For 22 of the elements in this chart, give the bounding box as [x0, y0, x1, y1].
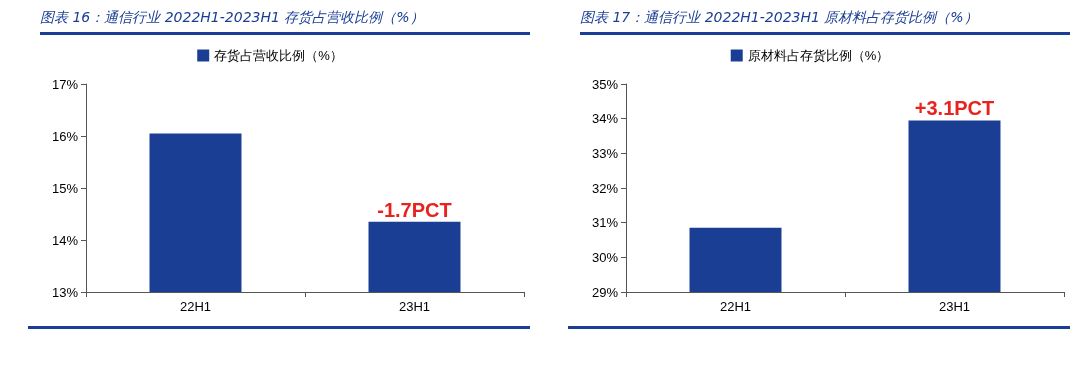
- annotation: +3.1PCT: [914, 97, 995, 120]
- y-tick-label: 29%: [591, 284, 619, 300]
- y-tick-label: 30%: [591, 249, 619, 265]
- legend-label: 原材料占存货比例（%）: [747, 48, 890, 63]
- y-tick-label: 17%: [51, 76, 79, 92]
- annotation: -1.7PCT: [377, 198, 452, 221]
- y-tick-label: 13%: [51, 284, 79, 300]
- y-tick-label: 15%: [51, 180, 79, 196]
- y-tick-label: 35%: [591, 76, 619, 92]
- x-tick-label: 22H1: [719, 299, 752, 314]
- y-tick-label: 34%: [591, 111, 619, 127]
- x-tick-label: 23H1: [398, 299, 431, 314]
- y-tick-label: 32%: [591, 180, 619, 196]
- chart-title: 图表 16：通信行业 2022H1-2023H1 存货占营收比例（%）: [40, 6, 530, 35]
- legend-label: 存货占营收比例（%）: [214, 48, 343, 63]
- y-tick-label: 31%: [591, 215, 619, 231]
- x-tick-label: 22H1: [179, 299, 212, 314]
- chart-title: 图表 17：通信行业 2022H1-2023H1 原材料占存货比例（%）: [580, 6, 1070, 35]
- y-tick-label: 33%: [591, 145, 619, 161]
- x-tick-label: 23H1: [938, 299, 971, 314]
- y-tick-label: 14%: [51, 232, 79, 248]
- y-tick-label: 16%: [51, 128, 79, 144]
